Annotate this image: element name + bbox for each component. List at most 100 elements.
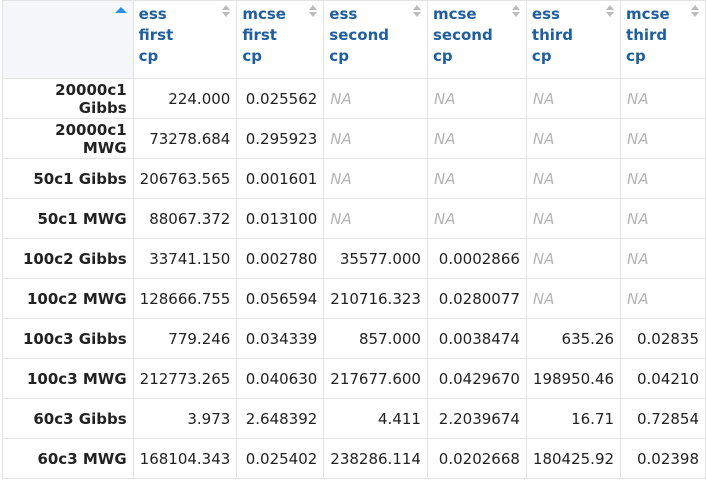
header-row: ess first cp mcse first cp ess second cp mcse seco…	[2, 0, 706, 79]
sort-up-icon	[412, 5, 421, 10]
column-header-ess-second-cp[interactable]: ess second cp	[323, 0, 428, 79]
value-cell: 857.000	[323, 318, 428, 359]
value-cell: 16.71	[525, 398, 622, 439]
column-header-label: cp	[432, 47, 453, 65]
na-cell: NA	[620, 198, 706, 239]
sort-up-icon	[222, 5, 231, 10]
column-header-label: third	[626, 26, 668, 44]
na-cell: NA	[426, 118, 527, 159]
sort-icon[interactable]	[412, 5, 421, 19]
column-header-label: first	[138, 26, 174, 44]
table-row: 20000c1 MWG 73278.684 0.295923 NA NA NA NA	[2, 118, 706, 159]
value-cell: 35577.000	[323, 238, 428, 279]
sort-icon[interactable]	[222, 5, 231, 19]
value-cell: 224.000	[132, 78, 238, 119]
na-cell: NA	[426, 158, 527, 199]
column-header-ess-first-cp[interactable]: ess first cp	[132, 0, 238, 79]
column-header-label: mcse	[242, 5, 286, 23]
sort-icon[interactable]	[691, 5, 699, 19]
column-header-label: mcse	[626, 5, 670, 23]
column-header-label: first	[242, 26, 277, 44]
row-label: 100c3 MWG	[2, 358, 134, 399]
sort-up-icon	[309, 5, 318, 10]
row-label: 100c2 MWG	[2, 278, 134, 319]
column-header-label: cp	[329, 47, 349, 65]
value-cell: 0.0038474	[426, 318, 527, 359]
row-name-header[interactable]	[2, 0, 134, 79]
sort-ascending-icon[interactable]	[114, 7, 127, 13]
value-cell: 779.246	[132, 318, 238, 359]
row-label: 100c2 Gibbs	[2, 238, 134, 279]
column-header-mcse-third-cp[interactable]: mcse third cp	[620, 0, 706, 79]
sort-down-icon	[511, 12, 520, 17]
value-cell: 33741.150	[132, 238, 238, 279]
sort-down-icon	[691, 12, 699, 17]
sort-icon[interactable]	[606, 5, 615, 19]
sort-up-icon	[691, 5, 699, 10]
value-cell: 0.295923	[236, 118, 325, 159]
value-cell: 210716.323	[323, 278, 428, 319]
column-header-ess-third-cp[interactable]: ess third cp	[525, 0, 622, 79]
value-cell: 0.02835	[620, 318, 706, 359]
value-cell: 0.0429670	[426, 358, 527, 399]
value-cell: 0.002780	[236, 238, 325, 279]
table-row: 60c3 Gibbs 3.973 2.648392 4.411 2.2039674 16.…	[2, 398, 706, 439]
table-row: 20000c1 Gibbs 224.000 0.025562 NA NA NA NA	[2, 78, 706, 119]
value-cell: 0.04210	[620, 358, 706, 399]
na-cell: NA	[525, 198, 622, 239]
column-header-label: ess	[138, 5, 167, 23]
value-cell: 0.72854	[620, 398, 706, 439]
table-row: 100c2 Gibbs 33741.150 0.002780 35577.000 0.0…	[2, 238, 706, 279]
sort-down-icon	[412, 12, 421, 17]
table-row: 50c1 Gibbs 206763.565 0.001601 NA NA NA NA	[2, 158, 706, 199]
column-header-mcse-first-cp[interactable]: mcse first cp	[236, 0, 325, 79]
table-body: 20000c1 Gibbs 224.000 0.025562 NA NA NA NA 2000…	[2, 78, 706, 479]
value-cell: 0.040630	[236, 358, 325, 399]
na-cell: NA	[620, 278, 706, 319]
table-row: 100c2 MWG 128666.755 0.056594 210716.323 0.0…	[2, 278, 706, 319]
value-cell: 635.26	[525, 318, 622, 359]
value-cell: 0.013100	[236, 198, 325, 239]
column-header-mcse-second-cp[interactable]: mcse second cp	[426, 0, 527, 79]
table-row: 100c3 Gibbs 779.246 0.034339 857.000 0.00384…	[2, 318, 706, 359]
row-label: 100c3 Gibbs	[2, 318, 134, 359]
sort-icon[interactable]	[511, 5, 520, 19]
na-cell: NA	[323, 118, 428, 159]
na-cell: NA	[525, 278, 622, 319]
column-header-label: second	[329, 26, 390, 44]
sort-down-icon	[222, 12, 231, 17]
column-header-label: second	[432, 26, 493, 44]
row-label: 20000c1 Gibbs	[2, 78, 134, 119]
column-header-label: mcse	[432, 5, 477, 23]
na-cell: NA	[620, 118, 706, 159]
value-cell: 206763.565	[132, 158, 238, 199]
na-cell: NA	[323, 198, 428, 239]
table-row: 50c1 MWG 88067.372 0.013100 NA NA NA NA	[2, 198, 706, 239]
value-cell: 73278.684	[132, 118, 238, 159]
table-row: 100c3 MWG 212773.265 0.040630 217677.600 0.0…	[2, 358, 706, 399]
sort-down-icon	[309, 12, 318, 17]
na-cell: NA	[426, 198, 527, 239]
column-header-label: ess	[329, 5, 358, 23]
value-cell: 198950.46	[525, 358, 622, 399]
value-cell: 0.0280077	[426, 278, 527, 319]
row-label: 50c1 MWG	[2, 198, 134, 239]
value-cell: 0.025562	[236, 78, 325, 119]
column-header-label: cp	[626, 47, 646, 65]
sort-down-icon	[606, 12, 615, 17]
value-cell: 0.0202668	[426, 438, 527, 479]
na-cell: NA	[525, 78, 622, 119]
row-label: 20000c1 MWG	[2, 118, 134, 159]
value-cell: 238286.114	[323, 438, 428, 479]
value-cell: 168104.343	[132, 438, 238, 479]
na-cell: NA	[620, 238, 706, 279]
column-header-label: cp	[138, 47, 159, 65]
value-cell: 0.034339	[236, 318, 325, 359]
sort-icon[interactable]	[309, 5, 318, 19]
na-cell: NA	[323, 78, 428, 119]
value-cell: 0.025402	[236, 438, 325, 479]
row-label: 60c3 Gibbs	[2, 398, 134, 439]
na-cell: NA	[525, 118, 622, 159]
na-cell: NA	[525, 238, 622, 279]
